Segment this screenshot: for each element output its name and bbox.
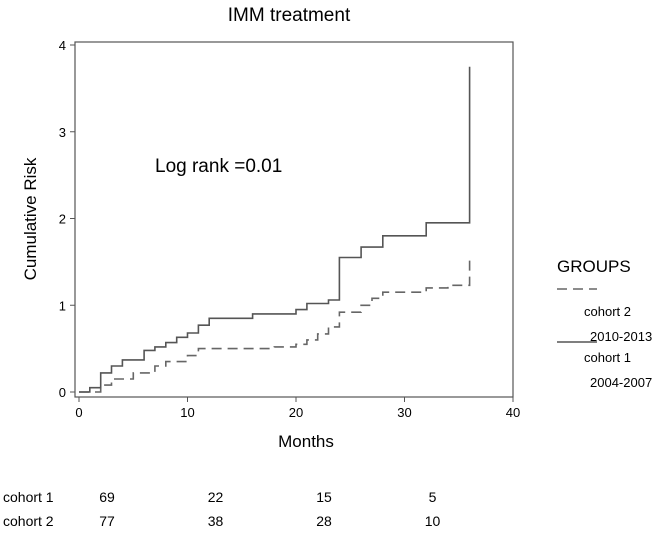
y-tick-label: 0	[59, 385, 66, 400]
risk-row-label: cohort 1	[3, 489, 54, 505]
y-tick-label: 4	[59, 38, 66, 53]
x-tick-label: 10	[180, 405, 194, 420]
risk-value: 28	[316, 513, 332, 529]
risk-value: 38	[208, 513, 224, 529]
x-tick-label: 20	[289, 405, 303, 420]
risk-value: 22	[208, 489, 224, 505]
x-axis: 0 10 20 30 40	[75, 397, 520, 420]
series-line-cohort-2	[79, 257, 471, 393]
risk-value: 5	[429, 489, 437, 505]
risk-value: 77	[99, 513, 115, 529]
plot-frame	[74, 41, 514, 398]
risk-row-label: cohort 2	[3, 513, 54, 529]
y-tick-label: 1	[59, 298, 66, 313]
risk-table: cohort 1 cohort 2 69 22 15 5 77 38 28 10	[3, 489, 440, 529]
log-rank-annotation: Log rank =0.01	[155, 156, 282, 177]
y-tick-label: 3	[59, 125, 66, 140]
y-axis: 0 1 2 3 4	[59, 38, 75, 400]
x-tick-label: 30	[397, 405, 411, 420]
risk-value: 15	[316, 489, 332, 505]
legend: GROUPS cohort 2 2010-2013 cohort 1 2004-…	[557, 257, 652, 390]
risk-value: 10	[425, 513, 441, 529]
series-line-cohort-1	[79, 66, 471, 393]
legend-sublabel-cohort-1: 2004-2007	[590, 375, 652, 390]
y-tick-label: 2	[59, 212, 66, 227]
x-tick-label: 0	[75, 405, 82, 420]
series-group	[79, 66, 471, 393]
y-axis-label: Cumulative Risk	[21, 157, 40, 280]
risk-value: 69	[99, 489, 115, 505]
legend-title: GROUPS	[557, 257, 631, 276]
x-tick-label: 40	[506, 405, 520, 420]
legend-label-cohort-1: cohort 1	[584, 350, 631, 365]
chart-title: IMM treatment	[228, 5, 351, 26]
x-axis-label: Months	[278, 432, 334, 451]
legend-label-cohort-2: cohort 2	[584, 304, 631, 319]
legend-sublabel-cohort-2: 2010-2013	[590, 329, 652, 344]
